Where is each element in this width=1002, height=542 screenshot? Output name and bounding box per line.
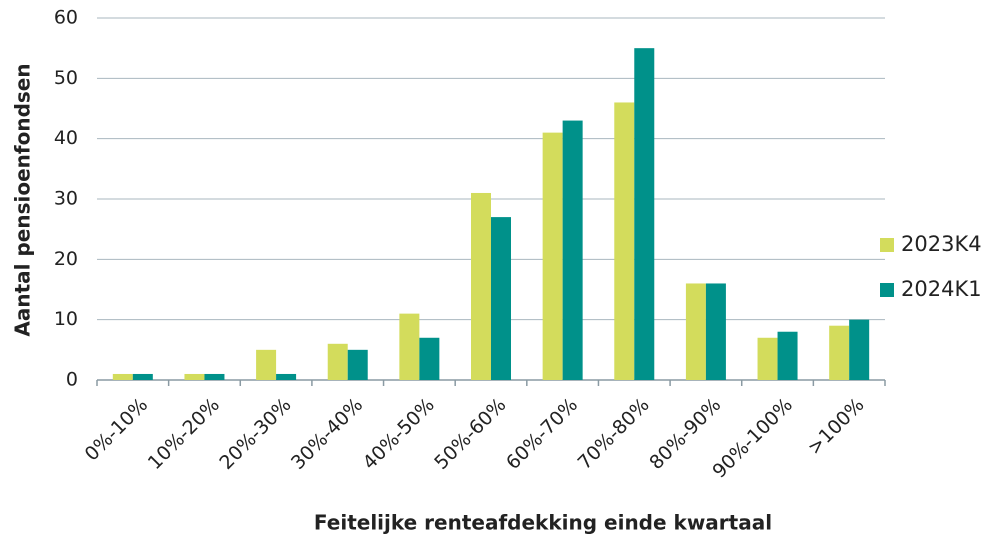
bar [399, 313, 420, 380]
y-tick-label: 10 [54, 308, 78, 330]
y-axis-title: Aantal pensioenfondsen [11, 63, 35, 336]
legend-label: 2023K4 [901, 232, 982, 256]
bar [327, 343, 348, 380]
x-tick-label: >100% [803, 394, 868, 459]
x-tick-label: 0%-10% [81, 394, 153, 466]
bar [276, 373, 297, 380]
y-tick-label: 0 [66, 369, 78, 391]
bar [112, 373, 133, 380]
legend-label: 2024K1 [901, 277, 982, 301]
bar [204, 373, 225, 380]
bar [829, 325, 850, 380]
x-tick-label: 60%-70% [502, 394, 582, 474]
bar [849, 319, 870, 380]
x-tick-label: 40%-50% [359, 394, 439, 474]
bar [705, 283, 726, 380]
legend-swatch [880, 238, 894, 252]
x-tick-label: 70%-80% [574, 394, 654, 474]
bar [132, 373, 153, 380]
y-tick-label: 50 [54, 67, 78, 89]
bar [419, 337, 440, 380]
bar [777, 331, 798, 380]
bar [562, 120, 583, 381]
legend-swatch [880, 283, 894, 297]
bar [256, 349, 277, 380]
bar [614, 102, 635, 380]
y-tick-label: 30 [54, 188, 78, 210]
bar [685, 283, 706, 380]
x-tick-label: 20%-30% [215, 394, 295, 474]
y-tick-label: 40 [54, 127, 78, 149]
bar [491, 217, 511, 380]
x-axis-title: Feitelijke renteafdekking einde kwartaal [314, 511, 772, 535]
bar [634, 48, 655, 381]
bar [542, 132, 563, 380]
y-tick-label: 20 [54, 248, 78, 270]
bar [347, 349, 368, 380]
x-tick-label: 10%-20% [144, 394, 224, 474]
bar [184, 373, 205, 380]
bar [471, 192, 491, 380]
y-tick-label: 60 [54, 7, 78, 29]
x-tick-label: 30%-40% [287, 394, 367, 474]
x-tick-label: 50%-60% [430, 394, 510, 474]
bar [757, 337, 778, 380]
